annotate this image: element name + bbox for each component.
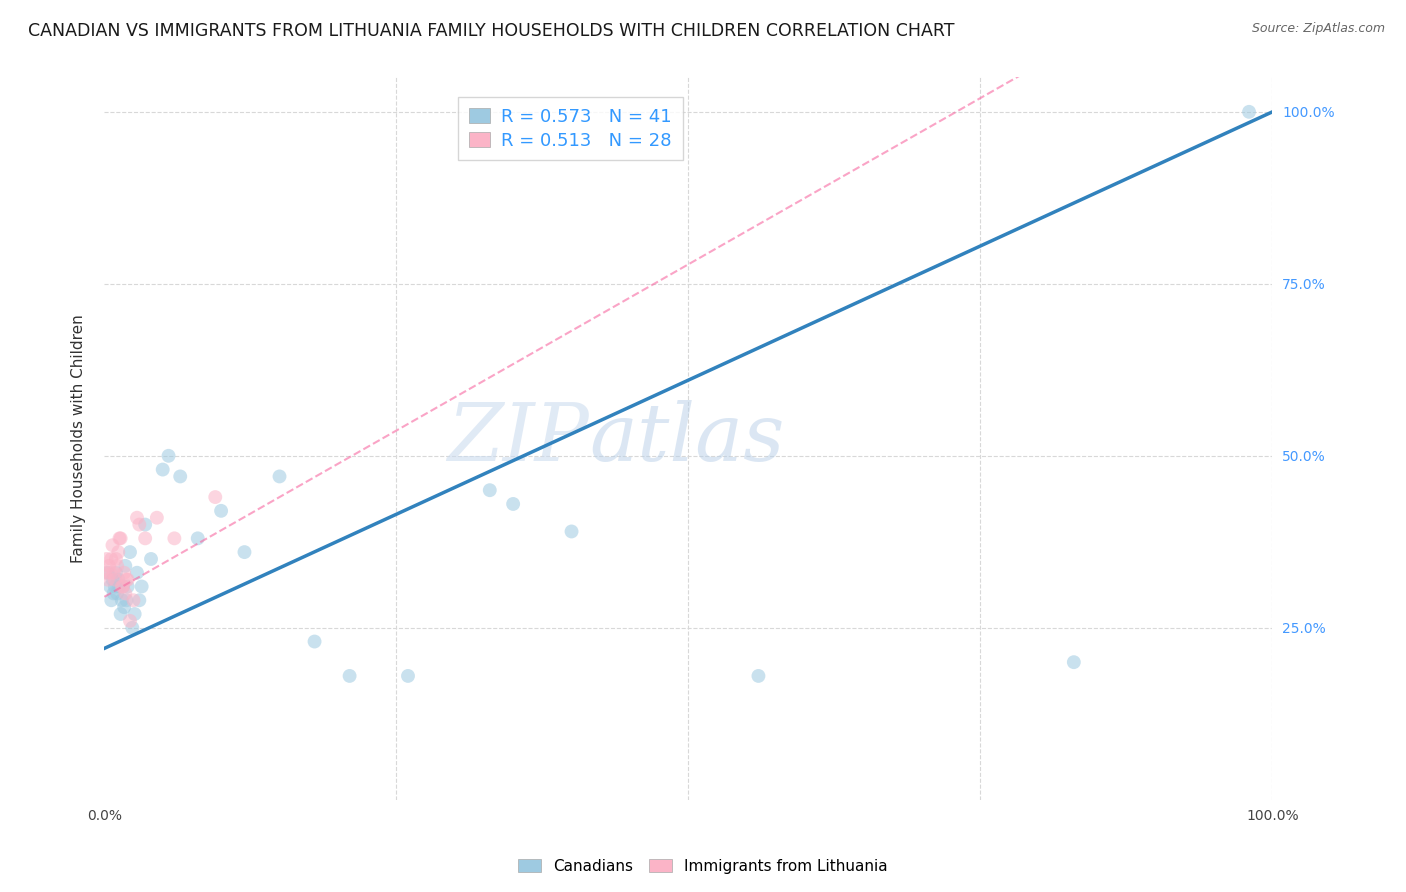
Point <box>134 532 156 546</box>
Point <box>110 532 132 546</box>
Point <box>105 586 128 600</box>
Point <box>157 449 180 463</box>
Point <box>114 586 136 600</box>
Point <box>111 593 134 607</box>
Point <box>146 510 169 524</box>
Point <box>107 545 129 559</box>
Point <box>115 593 138 607</box>
Point <box>124 607 146 621</box>
Point <box>108 532 131 546</box>
Point <box>131 580 153 594</box>
Point <box>111 580 134 594</box>
Point <box>152 462 174 476</box>
Point <box>502 497 524 511</box>
Point <box>98 580 121 594</box>
Y-axis label: Family Households with Children: Family Households with Children <box>72 314 86 563</box>
Point <box>112 600 135 615</box>
Point <box>139 552 162 566</box>
Point <box>98 558 121 573</box>
Point <box>169 469 191 483</box>
Point <box>125 566 148 580</box>
Point <box>233 545 256 559</box>
Point <box>104 566 127 580</box>
Point <box>108 580 131 594</box>
Point <box>112 566 135 580</box>
Point <box>96 552 118 566</box>
Point <box>117 573 139 587</box>
Point <box>747 669 769 683</box>
Point <box>269 469 291 483</box>
Point <box>97 573 120 587</box>
Point <box>94 566 117 580</box>
Point <box>111 580 134 594</box>
Point <box>117 580 139 594</box>
Point <box>101 573 124 587</box>
Text: Source: ZipAtlas.com: Source: ZipAtlas.com <box>1251 22 1385 36</box>
Point <box>105 558 128 573</box>
Point <box>125 510 148 524</box>
Point <box>107 573 129 587</box>
Text: ZIP: ZIP <box>447 400 589 477</box>
Point <box>339 669 361 683</box>
Point <box>97 566 120 580</box>
Point <box>134 517 156 532</box>
Point <box>110 607 132 621</box>
Legend: Canadians, Immigrants from Lithuania: Canadians, Immigrants from Lithuania <box>512 853 894 880</box>
Point <box>103 566 125 580</box>
Point <box>204 490 226 504</box>
Point <box>100 593 122 607</box>
Text: CANADIAN VS IMMIGRANTS FROM LITHUANIA FAMILY HOUSEHOLDS WITH CHILDREN CORRELATIO: CANADIAN VS IMMIGRANTS FROM LITHUANIA FA… <box>28 22 955 40</box>
Point <box>104 580 127 594</box>
Point <box>1063 655 1085 669</box>
Point <box>561 524 583 539</box>
Point <box>104 573 127 587</box>
Point <box>103 586 125 600</box>
Point <box>128 517 150 532</box>
Legend: R = 0.573   N = 41, R = 0.513   N = 28: R = 0.573 N = 41, R = 0.513 N = 28 <box>458 97 683 161</box>
Point <box>104 552 127 566</box>
Point <box>304 634 326 648</box>
Point <box>396 669 419 683</box>
Point <box>1237 104 1260 119</box>
Point <box>118 614 141 628</box>
Point <box>121 621 143 635</box>
Point <box>118 545 141 559</box>
Point <box>163 532 186 546</box>
Text: atlas: atlas <box>589 400 785 477</box>
Point <box>187 532 209 546</box>
Point <box>98 566 121 580</box>
Point <box>478 483 501 498</box>
Point <box>128 593 150 607</box>
Point <box>114 558 136 573</box>
Point <box>122 593 145 607</box>
Point <box>209 504 232 518</box>
Point <box>100 552 122 566</box>
Point <box>101 538 124 552</box>
Point <box>115 573 138 587</box>
Point <box>111 580 134 594</box>
